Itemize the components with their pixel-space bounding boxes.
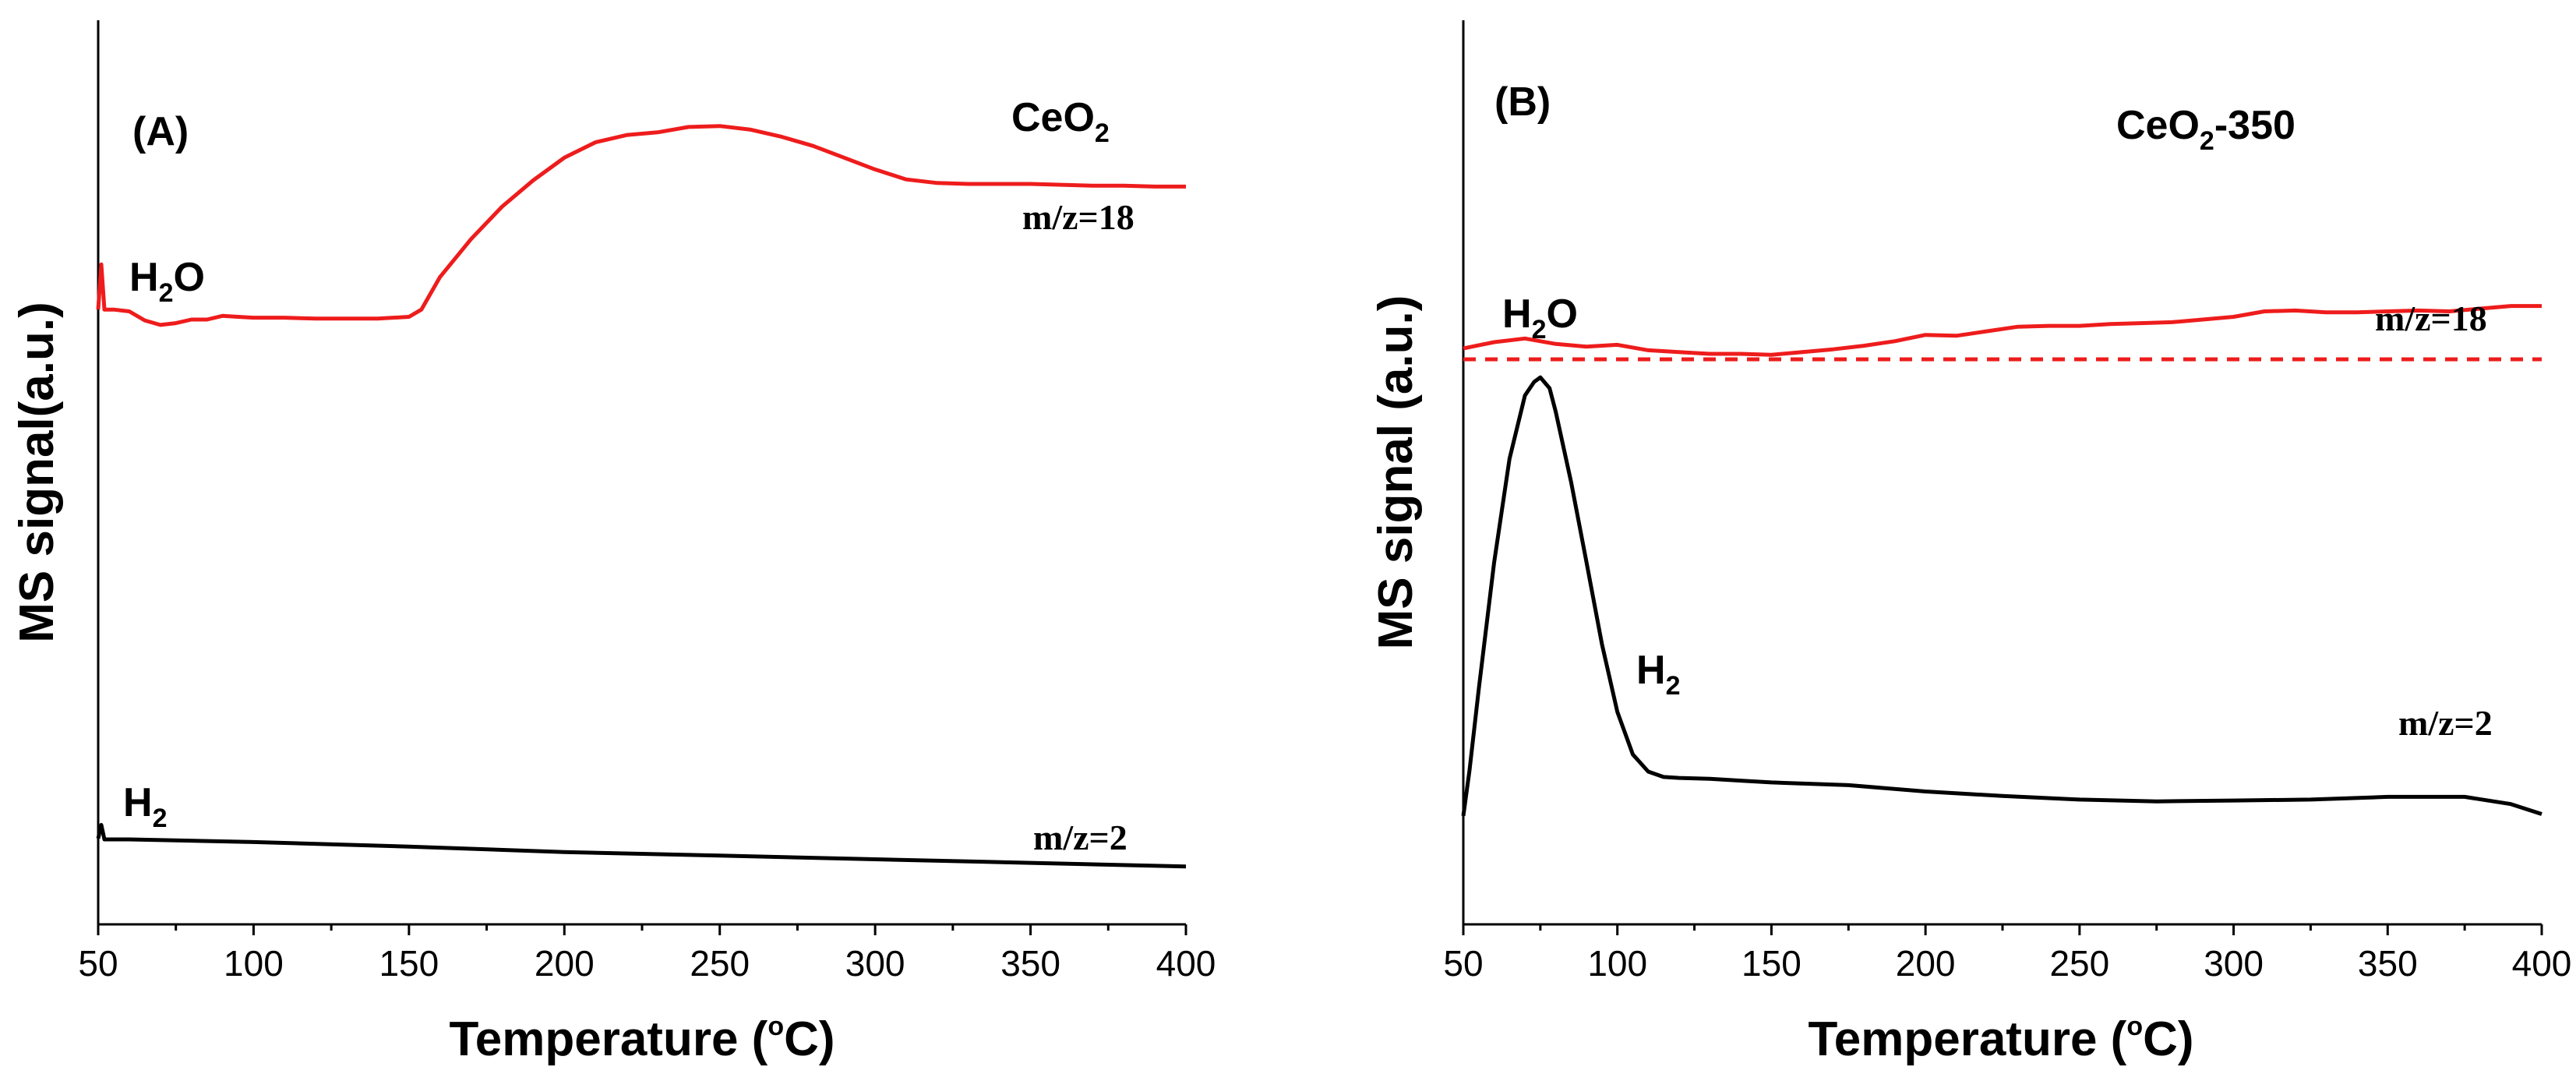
sample-subscript: 2 xyxy=(2200,126,2214,156)
sample-suffix: -350 xyxy=(2214,103,2295,148)
panel-label: (B) xyxy=(1494,79,1551,125)
x-tick-label: 300 xyxy=(2204,943,2264,984)
panel-label: (A) xyxy=(132,109,189,154)
sample-label: CeO2 xyxy=(1011,95,1110,148)
sample-base: CeO xyxy=(2116,103,2200,148)
sample-base: CeO xyxy=(1011,95,1095,140)
species-subscript: 2 xyxy=(159,278,174,308)
x-tick-label: 400 xyxy=(1156,943,1216,984)
species-subscript: 2 xyxy=(1532,315,1547,344)
x-tick-label: 50 xyxy=(1443,943,1483,984)
species-base: H xyxy=(1636,648,1666,693)
x-tick-label: 250 xyxy=(690,943,750,984)
x-tick-label: 300 xyxy=(845,943,905,984)
species-subscript: 2 xyxy=(153,804,168,833)
species-base: H xyxy=(129,255,159,300)
panel-a: 50 100 150 200 250 300 350 400 Temperature (oC) M… xyxy=(10,20,1216,1066)
x-tick-label: 150 xyxy=(1741,943,1801,984)
mz-label: m/z=18 xyxy=(2375,299,2487,338)
x-tick-label: 150 xyxy=(379,943,439,984)
x-axis-title-text: Temperature ( xyxy=(449,1012,768,1066)
x-tick-label: 400 xyxy=(2512,943,2572,984)
mz-label: m/z=2 xyxy=(1033,818,1127,857)
species-base: H xyxy=(123,780,153,825)
x-tick-label: 50 xyxy=(78,943,118,984)
species-label: H2 xyxy=(123,780,167,833)
series-line-h2 xyxy=(1461,375,2542,817)
x-tick-label: 100 xyxy=(224,943,284,984)
y-axis-title: MS signal(a.u.) xyxy=(10,302,64,642)
panel-b: 50 100 150 200 250 300 350 400 Temperature (oC) M… xyxy=(1369,20,2571,1066)
mz-label: m/z=18 xyxy=(1022,197,1134,237)
x-axis-title: Temperature (oC) xyxy=(449,1012,835,1066)
series-line-h2o xyxy=(1463,304,2542,357)
species-suffix: O xyxy=(173,255,204,300)
species-label: H2O xyxy=(129,255,205,308)
degree-symbol: o xyxy=(768,1012,784,1041)
x-tick-label: 200 xyxy=(535,943,595,984)
mz-label: m/z=2 xyxy=(2398,703,2493,743)
x-axis-title-unit: C) xyxy=(784,1012,835,1066)
series-line-h2 xyxy=(96,822,1187,869)
sample-subscript: 2 xyxy=(1095,118,1110,148)
species-base: H xyxy=(1502,291,1532,337)
x-tick-label: 250 xyxy=(2049,943,2109,984)
series-line-h2o xyxy=(96,124,1186,327)
species-label: H2 xyxy=(1636,648,1680,701)
y-axis-title: MS signal (a.u.) xyxy=(1369,295,1423,650)
x-tick-label: 200 xyxy=(1896,943,1956,984)
x-axis-title-text: Temperature ( xyxy=(1808,1012,2126,1066)
x-tick-label: 350 xyxy=(1000,943,1060,984)
species-subscript: 2 xyxy=(1666,671,1681,701)
x-tick-label: 350 xyxy=(2358,943,2418,984)
x-axis-title-unit: C) xyxy=(2143,1012,2193,1066)
x-axis-title: Temperature (oC) xyxy=(1808,1012,2193,1066)
sample-label: CeO2-350 xyxy=(2116,103,2295,156)
x-tick-label: 100 xyxy=(1587,943,1647,984)
degree-symbol: o xyxy=(2126,1012,2143,1041)
species-label: H2O xyxy=(1502,291,1578,344)
species-suffix: O xyxy=(1546,291,1577,337)
